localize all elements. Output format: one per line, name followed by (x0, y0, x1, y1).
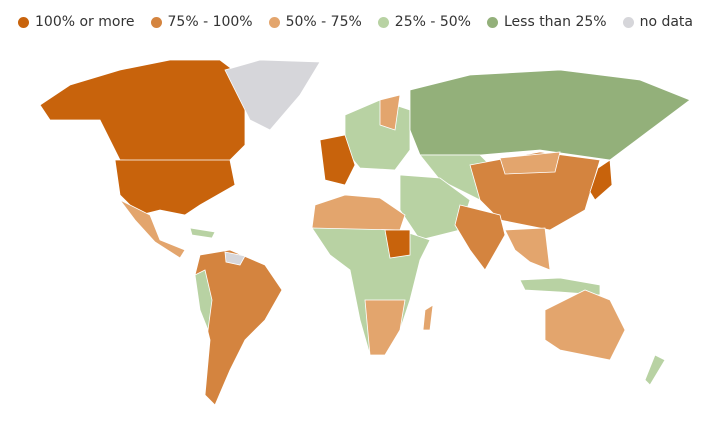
southeast-asia (504, 227, 551, 271)
mexico (119, 199, 186, 259)
legend-item: 50% - 75% (268, 14, 362, 30)
legend-swatch (486, 16, 498, 28)
legend-label: Less than 25% (503, 14, 607, 30)
legend-label: 50% - 75% (285, 14, 362, 30)
indonesia (519, 277, 601, 296)
legend-swatch (150, 16, 162, 28)
greenland (224, 59, 321, 131)
legend-label: 100% or more (35, 14, 135, 30)
japan (589, 159, 613, 201)
madagascar (422, 304, 434, 331)
new-zealand (644, 354, 666, 386)
scandinavia (379, 94, 401, 131)
legend-item: Less than 25% (486, 14, 607, 30)
west-europe (319, 134, 356, 186)
legend-label: 75% - 100% (167, 14, 253, 30)
sudan (384, 229, 411, 259)
caribbean (189, 227, 216, 239)
legend-swatch (268, 16, 280, 28)
southern-africa (364, 299, 406, 356)
legend-swatch (622, 16, 634, 28)
canada (39, 59, 246, 166)
legend-label: no data (639, 14, 694, 30)
legend-item: 100% or more (18, 14, 135, 30)
usa (114, 159, 236, 216)
andes (194, 269, 213, 332)
legend-item: 25% - 50% (377, 14, 471, 30)
europe (344, 99, 411, 171)
guianas (224, 251, 246, 266)
mongolia (499, 151, 561, 175)
north-africa (311, 194, 406, 233)
world-map (39, 59, 691, 406)
australia (544, 289, 626, 361)
india (454, 204, 506, 271)
legend-item: 75% - 100% (150, 14, 253, 30)
legend-item: no data (622, 14, 694, 30)
legend-swatch (377, 16, 389, 28)
russia (409, 69, 691, 161)
legend: 100% or more 75% - 100% 50% - 75% 25% - 50%… (18, 14, 693, 30)
legend-swatch (18, 16, 29, 28)
legend-label: 25% - 50% (394, 14, 471, 30)
